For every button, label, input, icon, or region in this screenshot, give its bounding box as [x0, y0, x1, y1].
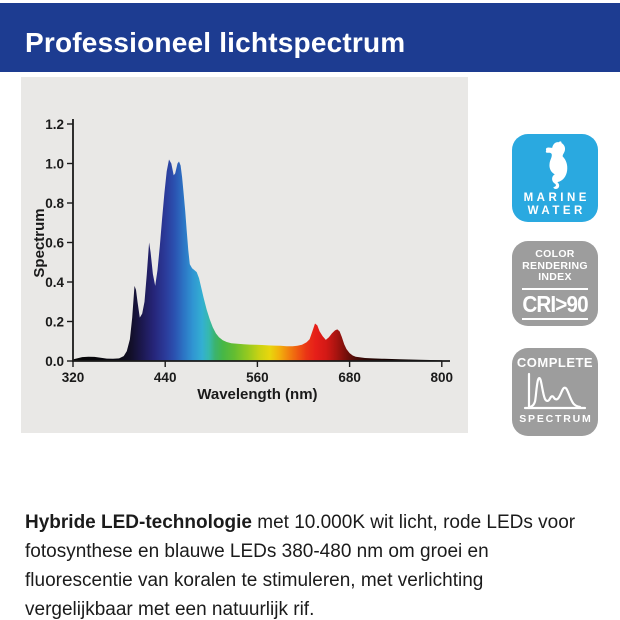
y-axis-title: Spectrum — [31, 208, 48, 277]
y-tick-label: 0.2 — [45, 314, 64, 329]
x-axis-title: Wavelength (nm) — [197, 386, 317, 403]
badge-marine-water-line2: WATER — [527, 205, 586, 217]
spectrum-icon — [523, 372, 587, 410]
badge-cri-line2: RENDERING — [522, 259, 588, 272]
badge-spectrum-bottom-label: SPECTRUM — [519, 413, 593, 425]
x-tick-label: 440 — [154, 370, 177, 385]
y-tick-label: 1.2 — [45, 117, 64, 132]
badge-color-rendering-index: COLOR RENDERING INDEX CRI>90 — [512, 241, 598, 326]
description-bold: Hybride LED-technologie — [25, 512, 252, 533]
y-tick-label: 0.4 — [45, 275, 64, 290]
spectrum-area — [73, 159, 442, 361]
page-title: Professioneel lichtspectrum — [25, 26, 406, 58]
y-tick-label: 0.8 — [45, 196, 64, 211]
spectrum-chart-panel: 0.0 0.2 0.4 0.6 0.8 1.0 1.2 320 440 560 680 800 Wave… — [21, 77, 468, 433]
y-tick-label: 0.0 — [45, 354, 64, 369]
badge-column: MARINE WATER COLOR RENDERING INDEX CRI>9… — [512, 134, 598, 436]
x-tick-label: 560 — [246, 370, 269, 385]
seahorse-icon — [545, 141, 568, 190]
badge-marine-water-line1: MARINE — [523, 192, 590, 204]
spectrum-chart: 0.0 0.2 0.4 0.6 0.8 1.0 1.2 320 440 560 680 800 Wave… — [31, 117, 454, 403]
y-tick-label: 1.0 — [45, 156, 64, 171]
x-tick-label: 800 — [431, 370, 454, 385]
badge-cri-line3: INDEX — [538, 271, 572, 283]
badge-marine-water: MARINE WATER — [512, 134, 598, 222]
x-tick-label: 680 — [338, 370, 361, 385]
description-rest: met 10.000K wit licht, rode LEDs voor fo… — [25, 512, 576, 620]
x-tick-label: 320 — [62, 370, 85, 385]
badge-cri-rule-top — [522, 287, 588, 290]
header-bar: Professioneel lichtspectrum — [0, 3, 620, 72]
badge-complete-spectrum: COMPLETE SPECTRUM — [512, 348, 598, 436]
badge-cri-value: CRI>90 — [522, 290, 588, 317]
description-text: Hybride LED-technologie met 10.000K wit … — [25, 508, 577, 620]
y-tick-label: 0.6 — [45, 235, 64, 250]
badge-cri-rule-bottom — [522, 317, 588, 320]
badge-cri-line1: COLOR — [535, 248, 575, 260]
badge-spectrum-top-label: COMPLETE — [516, 355, 594, 370]
